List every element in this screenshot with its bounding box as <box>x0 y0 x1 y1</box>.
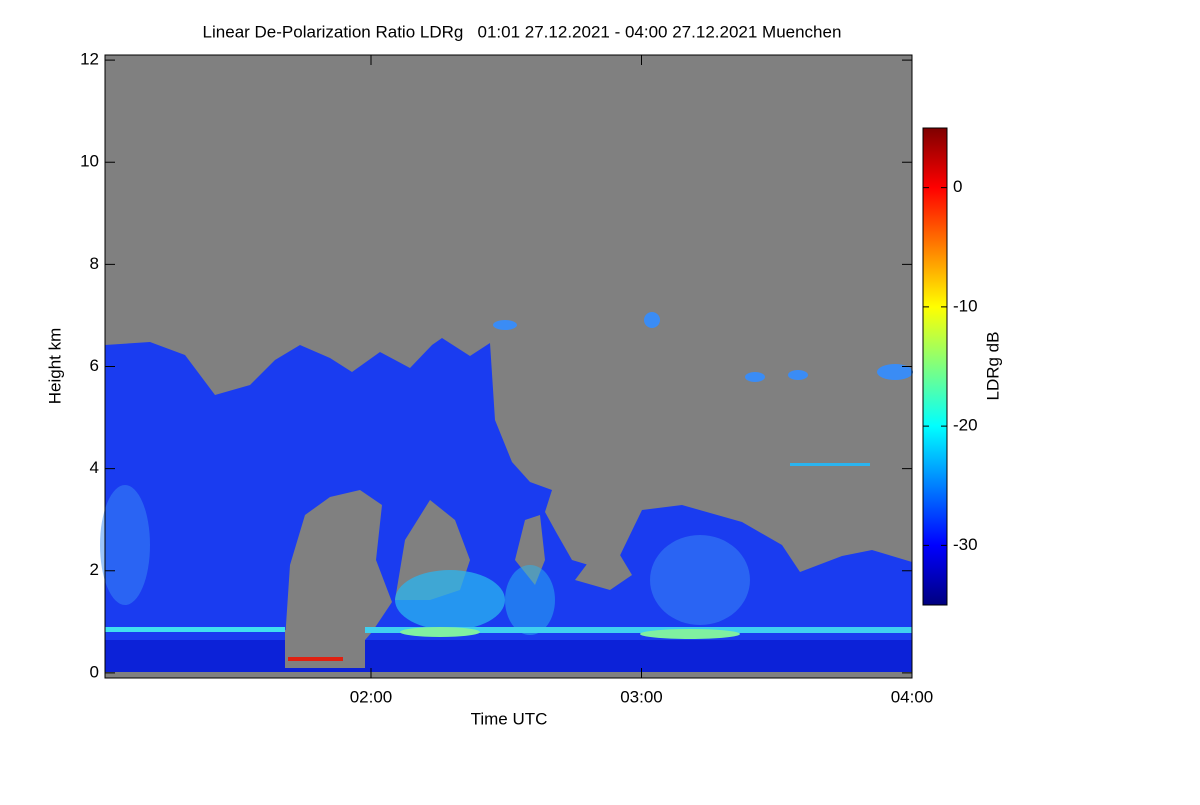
colorbar-tick-label: -20 <box>953 416 978 435</box>
x-tick-label: 03:00 <box>620 687 663 706</box>
lidar-field <box>100 312 913 672</box>
y-axis-label: Height km <box>45 328 64 405</box>
colorbar <box>922 127 948 606</box>
x-tick-label: 04:00 <box>891 687 934 706</box>
y-tick-label: 2 <box>90 560 99 579</box>
colorbar-tick-label: -30 <box>953 535 978 554</box>
colorbar-tick-label: -10 <box>953 296 978 315</box>
y-tick-label: 8 <box>90 254 99 273</box>
y-tick-label: 4 <box>90 458 99 477</box>
y-tick-label: 6 <box>90 356 99 375</box>
y-tick-label: 0 <box>90 662 99 681</box>
colorbar-label: LDRg dB <box>983 332 1002 401</box>
chart-title: Linear De-Polarization Ratio LDRg 01:01 … <box>203 22 842 41</box>
y-tick-label: 12 <box>80 50 99 69</box>
colorbar-tick-label: 0 <box>953 177 962 196</box>
x-axis-label: Time UTC <box>471 709 548 728</box>
x-tick-label: 02:00 <box>350 687 393 706</box>
y-tick-label: 10 <box>80 152 99 171</box>
